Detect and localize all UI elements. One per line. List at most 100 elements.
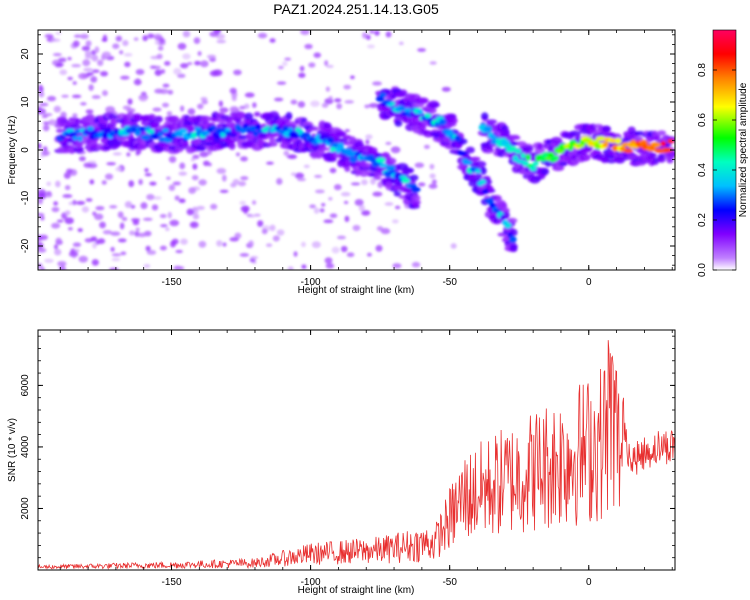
ridge-halo [418, 97, 429, 104]
noise-speckle [124, 61, 131, 68]
noise-speckle [294, 172, 305, 179]
noise-speckle [173, 265, 182, 270]
noise-speckle [375, 245, 383, 252]
noise-speckle [361, 210, 371, 216]
ridge-halo [509, 244, 518, 250]
noise-speckle [313, 52, 322, 58]
noise-speckle [58, 58, 67, 63]
noise-speckle [135, 227, 140, 232]
noise-speckle [374, 30, 380, 36]
noise-speckle [154, 69, 162, 76]
ridge-halo [602, 125, 611, 133]
noise-speckle [122, 40, 129, 47]
noise-speckle [146, 194, 155, 201]
noise-speckle [72, 81, 77, 85]
noise-speckle [352, 224, 361, 232]
noise-speckle [191, 175, 199, 181]
y-tick-label: 2000 [20, 497, 31, 520]
colorbar-gradient [713, 30, 736, 270]
ridge-halo [575, 134, 582, 143]
noise-speckle [44, 34, 54, 38]
noise-speckle [261, 228, 268, 235]
noise-speckle [111, 253, 122, 257]
noise-speckle [94, 46, 100, 54]
noise-speckle [344, 100, 355, 104]
noise-speckle [178, 171, 188, 176]
noise-speckle [190, 222, 197, 227]
ridge-core [86, 126, 94, 131]
ridge-core [479, 179, 487, 185]
noise-speckle [231, 95, 237, 102]
ridge-core [595, 136, 606, 141]
noise-speckle [63, 172, 71, 179]
noise-speckle [282, 61, 288, 67]
noise-speckle [304, 43, 313, 50]
noise-speckle [68, 250, 79, 258]
noise-speckle [129, 230, 136, 236]
noise-speckle [428, 183, 438, 189]
noise-speckle [157, 45, 164, 51]
ridge-halo [649, 152, 657, 158]
noise-speckle [331, 246, 340, 254]
noise-speckle [38, 91, 45, 98]
noise-speckle [177, 73, 186, 78]
ridge-halo [385, 157, 397, 165]
noise-speckle [38, 242, 44, 249]
noise-speckle [39, 102, 49, 107]
noise-speckle [234, 232, 242, 239]
noise-speckle [156, 53, 163, 60]
noise-speckle [297, 177, 307, 182]
ridge-core [161, 128, 169, 133]
ridge-halo [480, 112, 489, 120]
ridge-core [615, 137, 622, 145]
ridge-core [463, 160, 473, 165]
noise-speckle [110, 231, 121, 236]
noise-speckle [192, 154, 200, 160]
noise-speckle [88, 84, 94, 91]
noise-speckle [84, 50, 92, 57]
noise-speckle [115, 35, 123, 42]
noise-speckle [177, 42, 187, 50]
snr-x-axis-label: Height of straight line (km) [298, 585, 415, 596]
noise-speckle [197, 103, 204, 110]
noise-speckle [112, 152, 122, 156]
noise-speckle [429, 61, 437, 65]
ridge-halo [522, 146, 534, 153]
noise-speckle [166, 176, 171, 180]
snr-y-ticks: 2000 4000 6000 [20, 335, 675, 571]
noise-speckle [169, 219, 180, 227]
ridge-halo [385, 181, 393, 188]
noise-speckle [167, 89, 174, 95]
ridge-core [504, 222, 512, 229]
noise-speckle [251, 200, 257, 205]
ridge-core [72, 135, 78, 141]
ridge-halo [412, 201, 420, 207]
noise-speckle [101, 51, 112, 59]
noise-speckle [323, 219, 334, 224]
noise-speckle [334, 98, 342, 103]
colorbar-ticks: 0.0 0.2 0.4 0.6 0.8 [697, 63, 736, 277]
noise-speckle [145, 245, 151, 252]
noise-speckle [174, 195, 180, 201]
noise-speckle [56, 219, 64, 223]
noise-speckle [85, 40, 92, 47]
ridge-halo [393, 190, 402, 197]
noise-speckle [343, 200, 349, 205]
noise-speckle [149, 181, 157, 186]
ridge-core [138, 126, 147, 131]
ridge-core [545, 156, 551, 161]
ridge-halo [665, 151, 675, 158]
noise-speckle [324, 257, 333, 264]
noise-speckle [310, 100, 320, 107]
noise-speckle [287, 154, 298, 160]
noise-speckle [91, 95, 101, 99]
ridge-halo [126, 111, 134, 120]
noise-speckle [186, 62, 193, 66]
noise-speckle [276, 178, 283, 185]
noise-speckle [329, 213, 338, 219]
y-tick-label: -20 [20, 238, 31, 253]
ridge-halo [430, 102, 440, 108]
noise-speckle [165, 227, 170, 232]
noise-speckle [290, 99, 298, 105]
